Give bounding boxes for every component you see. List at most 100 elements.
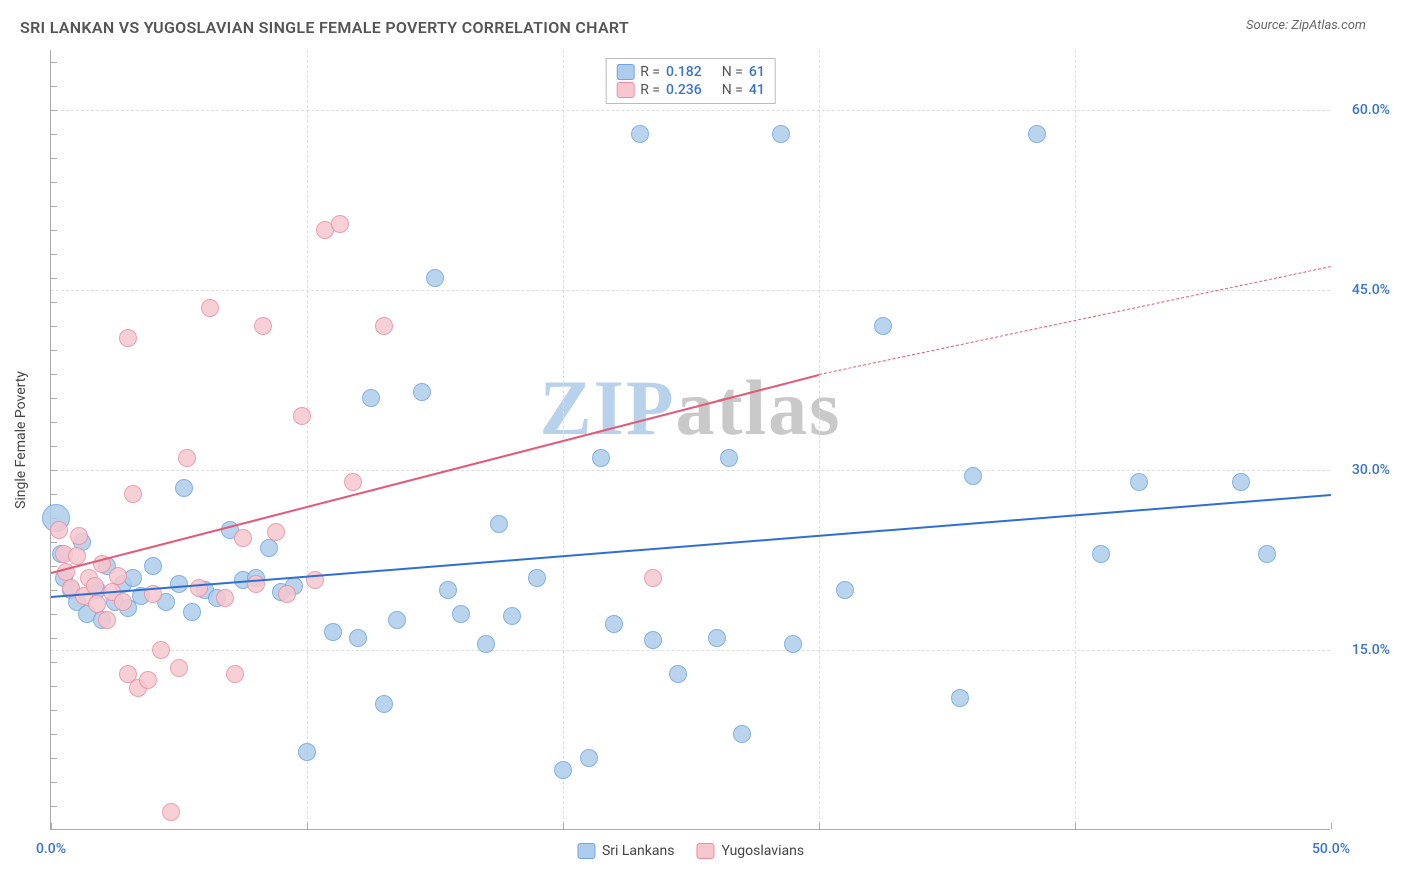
y-tick-label: 45.0% <box>1352 282 1390 298</box>
legend-series: Sri Lankans Yugoslavians <box>577 843 804 859</box>
y-minor-tick <box>51 446 57 447</box>
gridline-v <box>307 50 308 829</box>
data-point <box>375 695 393 713</box>
x-tick-label: 50.0% <box>1312 841 1350 857</box>
y-minor-tick <box>51 374 57 375</box>
data-point <box>631 125 649 143</box>
data-point <box>951 689 969 707</box>
data-point <box>170 575 188 593</box>
gridline-v <box>819 50 820 829</box>
x-tick <box>307 823 308 829</box>
data-point <box>267 523 285 541</box>
y-minor-tick <box>51 62 57 63</box>
y-minor-tick <box>51 470 57 471</box>
data-point <box>178 449 196 467</box>
data-point <box>644 569 662 587</box>
y-minor-tick <box>51 326 57 327</box>
x-tick <box>1075 823 1076 829</box>
y-minor-tick <box>51 806 57 807</box>
x-tick <box>51 823 52 829</box>
data-point <box>554 761 572 779</box>
y-minor-tick <box>51 710 57 711</box>
data-point <box>175 479 193 497</box>
r-value-sri-lankans: 0.182 <box>666 64 702 80</box>
data-point <box>426 269 444 287</box>
data-point <box>98 611 116 629</box>
data-point <box>183 603 201 621</box>
y-minor-tick <box>51 302 57 303</box>
y-minor-tick <box>51 662 57 663</box>
y-tick-label: 60.0% <box>1352 102 1390 118</box>
data-point <box>234 529 252 547</box>
data-point <box>162 803 180 821</box>
y-minor-tick <box>51 86 57 87</box>
x-tick <box>563 823 564 829</box>
y-minor-tick <box>51 422 57 423</box>
legend-label: Sri Lankans <box>602 843 675 859</box>
data-point <box>413 383 431 401</box>
swatch-yugoslavians <box>696 843 714 859</box>
y-minor-tick <box>51 398 57 399</box>
swatch-yugoslavians <box>616 82 634 98</box>
data-point <box>1130 473 1148 491</box>
data-point <box>124 569 142 587</box>
data-point <box>874 317 892 335</box>
y-minor-tick <box>51 758 57 759</box>
data-point <box>580 749 598 767</box>
data-point <box>439 581 457 599</box>
legend-correlation: R = 0.182 N = 61 R = 0.236 N = 41 <box>605 58 776 104</box>
data-point <box>1028 125 1046 143</box>
data-point <box>1092 545 1110 563</box>
y-minor-tick <box>51 254 57 255</box>
n-value-yugoslavians: 41 <box>749 82 765 98</box>
data-point <box>1232 473 1250 491</box>
y-minor-tick <box>51 182 57 183</box>
data-point <box>644 631 662 649</box>
y-minor-tick <box>51 134 57 135</box>
data-point <box>144 557 162 575</box>
legend-label: Yugoslavians <box>721 843 804 859</box>
y-minor-tick <box>51 278 57 279</box>
y-minor-tick <box>51 230 57 231</box>
chart-header: SRI LANKAN VS YUGOSLAVIAN SINGLE FEMALE … <box>0 0 1406 37</box>
data-point <box>114 593 132 611</box>
data-point <box>109 567 127 585</box>
data-point <box>605 615 623 633</box>
data-point <box>720 449 738 467</box>
data-point <box>708 629 726 647</box>
y-minor-tick <box>51 206 57 207</box>
y-minor-tick <box>51 542 57 543</box>
chart-source: Source: ZipAtlas.com <box>1246 18 1366 33</box>
data-point <box>503 607 521 625</box>
data-point <box>70 527 88 545</box>
chart-title: SRI LANKAN VS YUGOSLAVIAN SINGLE FEMALE … <box>20 18 629 37</box>
gridline-h <box>51 110 1330 111</box>
data-point <box>349 629 367 647</box>
x-tick <box>819 823 820 829</box>
legend-item-sri-lankans: Sri Lankans <box>577 843 675 859</box>
data-point <box>669 665 687 683</box>
data-point <box>298 743 316 761</box>
data-point <box>278 585 296 603</box>
data-point <box>528 569 546 587</box>
y-minor-tick <box>51 158 57 159</box>
data-point <box>50 521 68 539</box>
data-point <box>247 575 265 593</box>
y-minor-tick <box>51 782 57 783</box>
y-minor-tick <box>51 566 57 567</box>
data-point <box>216 589 234 607</box>
r-label: R = <box>640 82 660 98</box>
watermark-part-1: ZIP <box>539 364 675 451</box>
r-label: R = <box>640 64 660 80</box>
watermark-part-2: atlas <box>676 364 842 451</box>
gridline-v <box>1075 50 1076 829</box>
data-point <box>490 515 508 533</box>
y-minor-tick <box>51 614 57 615</box>
plot-area: ZIPatlas R = 0.182 N = 61 R = 0.236 N = … <box>50 50 1330 830</box>
data-point <box>293 407 311 425</box>
gridline-h <box>51 650 1330 651</box>
x-tick <box>1331 823 1332 829</box>
data-point <box>331 215 349 233</box>
legend-item-yugoslavians: Yugoslavians <box>696 843 804 859</box>
n-label: N = <box>722 64 743 80</box>
